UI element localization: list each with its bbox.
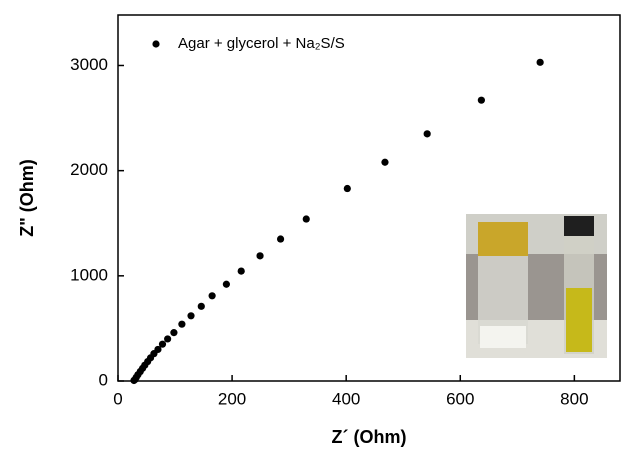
x-tick-label: 800	[560, 389, 588, 408]
x-tick-label: 200	[218, 389, 246, 408]
data-point	[237, 267, 245, 275]
x-axis-title: Z´ (Ohm)	[332, 427, 407, 447]
data-point	[477, 96, 485, 104]
data-point	[164, 335, 172, 343]
data-point	[158, 340, 167, 348]
data-point	[178, 320, 186, 328]
y-tick-label: 0	[99, 370, 108, 389]
data-point	[170, 329, 178, 337]
data-point	[256, 252, 264, 260]
data-point	[208, 292, 216, 300]
data-point	[276, 235, 285, 243]
legend-marker	[152, 40, 160, 48]
y-tick-label: 2000	[70, 160, 108, 179]
data-point	[423, 130, 431, 138]
data-point	[343, 184, 351, 193]
plot-frame	[117, 14, 621, 382]
data-point	[222, 280, 230, 288]
data-point	[187, 312, 195, 320]
data-point	[536, 58, 544, 66]
y-tick-label: 3000	[70, 55, 108, 74]
x-tick-label: 600	[446, 389, 474, 408]
data-point	[197, 302, 205, 310]
legend-label: Agar + glycerol + Na₂S/S	[178, 35, 345, 52]
data-point	[302, 215, 310, 223]
x-tick-label: 400	[332, 389, 360, 408]
data-point	[130, 376, 138, 385]
y-tick-label: 1000	[70, 265, 108, 284]
y-axis-title: Z" (Ohm)	[17, 159, 37, 237]
x-tick-label: 0	[113, 389, 122, 408]
inset-photo	[466, 214, 607, 358]
data-point	[381, 158, 389, 166]
